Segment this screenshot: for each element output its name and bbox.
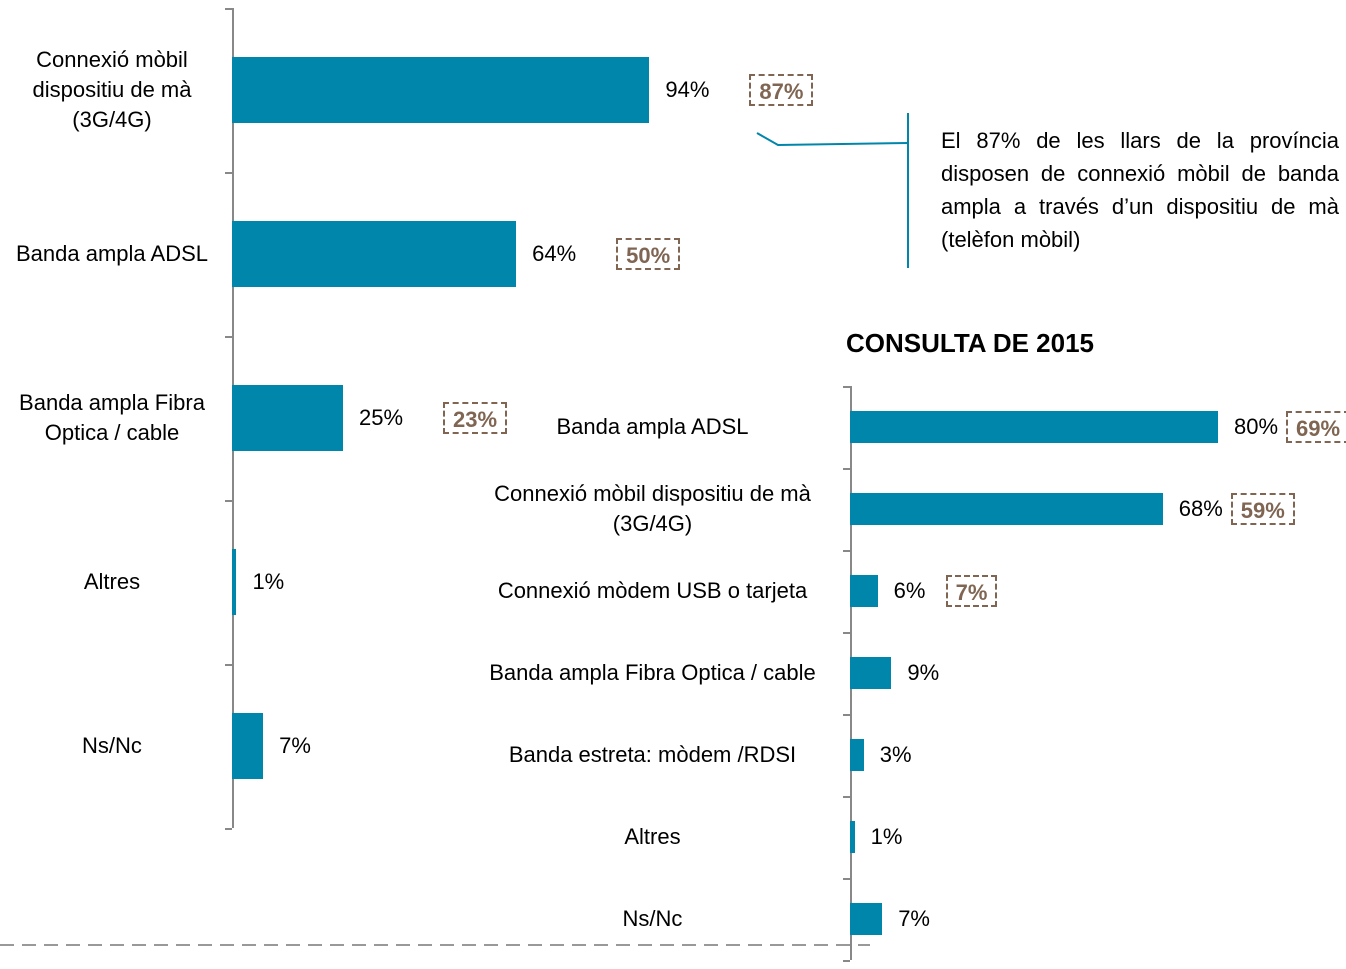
axis-tick xyxy=(225,500,232,502)
category-label: Banda ampla ADSL xyxy=(556,414,749,439)
comparison-box: 23% xyxy=(443,402,508,434)
value-label: 64% xyxy=(532,241,577,266)
category-label: Banda ampla ADSL xyxy=(15,241,209,266)
category-label: Banda ampla Fibra Optica / cable xyxy=(19,390,205,445)
axis-tick xyxy=(843,468,850,470)
bar xyxy=(850,657,892,689)
category-label: Connexió mòbil dispositiu de mà (3G/4G) xyxy=(32,47,192,132)
axis-tick xyxy=(225,336,232,338)
value-label: 25% xyxy=(359,405,404,430)
category-label: Ns/Nc xyxy=(82,733,142,758)
value-label: 1% xyxy=(870,824,903,849)
value-label: 80% xyxy=(1234,414,1279,439)
comparison-box: 50% xyxy=(616,238,681,270)
value-label: 7% xyxy=(898,906,930,931)
axis-tick xyxy=(225,828,232,830)
comparison-box: 87% xyxy=(749,74,814,106)
bar xyxy=(232,57,650,123)
bar xyxy=(850,411,1218,443)
value-label: 6% xyxy=(893,578,926,603)
category-label: Ns/Nc xyxy=(622,906,683,931)
value-label: 1% xyxy=(252,569,285,594)
bar xyxy=(850,575,878,607)
comparison-box: 7% xyxy=(945,575,998,607)
value-label: 9% xyxy=(907,660,940,685)
bar xyxy=(850,821,855,853)
bar xyxy=(850,739,864,771)
axis-tick xyxy=(843,632,850,634)
value-label: 3% xyxy=(879,742,912,767)
comparison-box: 69% xyxy=(1286,411,1346,443)
category-label: Altres xyxy=(624,824,681,849)
axis-tick xyxy=(843,386,850,388)
category-label: Altres xyxy=(83,569,141,594)
axis-tick xyxy=(843,714,850,716)
bar xyxy=(850,493,1163,525)
value-label: 68% xyxy=(1178,496,1223,521)
axis-tick xyxy=(843,878,850,880)
category-label: Connexió mòdem USB o tarjeta xyxy=(497,578,808,603)
bar xyxy=(232,713,264,779)
chart-title: CONSULTA DE 2015 xyxy=(845,328,1094,358)
axis-tick xyxy=(225,172,232,174)
callout-line xyxy=(756,132,909,147)
category-label: Banda estreta: mòdem /RDSI xyxy=(508,742,797,767)
axis-tick xyxy=(843,960,850,962)
bar xyxy=(850,903,883,935)
bar xyxy=(232,549,237,615)
axis-tick xyxy=(843,796,850,798)
bar xyxy=(232,221,517,287)
axis-tick xyxy=(225,664,232,666)
value-label: 94% xyxy=(665,77,710,102)
axis-tick xyxy=(225,8,232,10)
bar xyxy=(232,385,343,451)
value-label: 7% xyxy=(279,733,311,758)
axis-tick xyxy=(843,550,850,552)
annotation: El 87% de les llars de la província disp… xyxy=(941,128,1339,252)
category-label: Banda ampla Fibra Optica / cable xyxy=(489,660,816,685)
comparison-box: 59% xyxy=(1230,493,1295,525)
category-label: Connexió mòbil dispositiu de mà (3G/4G) xyxy=(494,481,811,536)
